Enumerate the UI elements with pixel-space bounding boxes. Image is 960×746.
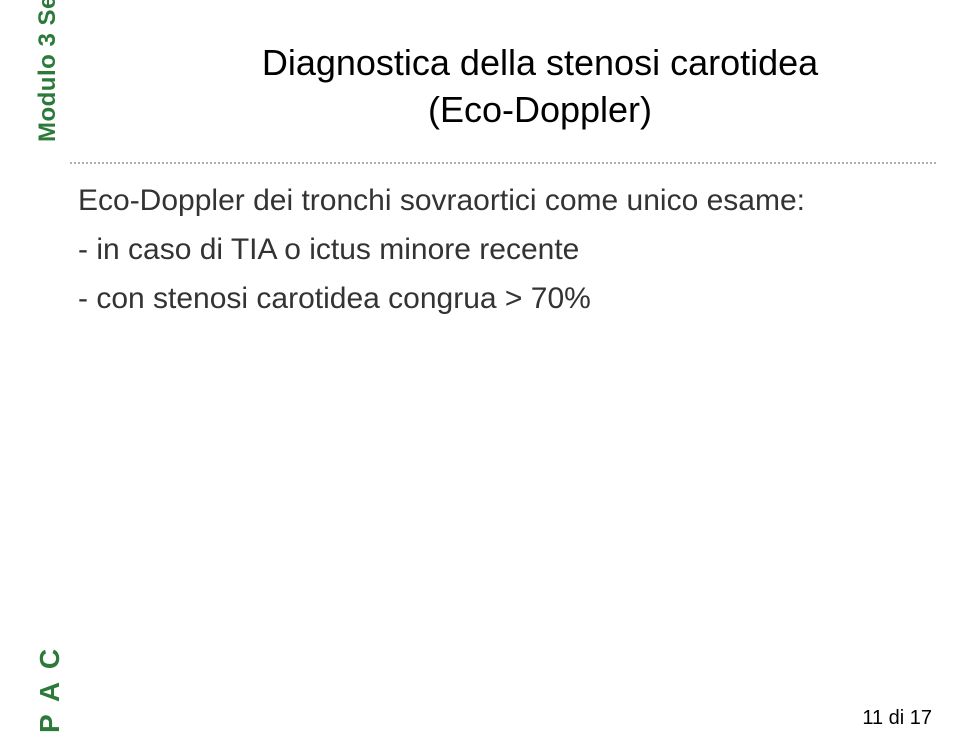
sidebar-bottom-label: P A C	[34, 646, 66, 733]
title-divider	[70, 162, 936, 164]
title-line-2: (Eco-Doppler)	[428, 89, 652, 130]
body-line-3: - con stenosi carotidea congrua > 70%	[78, 276, 928, 321]
title-line-1: Diagnostica della stenosi carotidea	[262, 42, 818, 83]
sidebar-top-label: Modulo 3 Sessione 3.2	[34, 0, 62, 142]
page-number: 11 di 17	[862, 707, 932, 730]
slide-title: Diagnostica della stenosi carotidea (Eco…	[200, 40, 880, 134]
body-text: Eco-Doppler dei tronchi sovraortici come…	[78, 178, 928, 321]
body-line-1: Eco-Doppler dei tronchi sovraortici come…	[78, 178, 928, 223]
body-line-2: - in caso di TIA o ictus minore recente	[78, 227, 928, 272]
slide-page: Modulo 3 Sessione 3.2 P A C Diagnostica …	[0, 0, 960, 746]
